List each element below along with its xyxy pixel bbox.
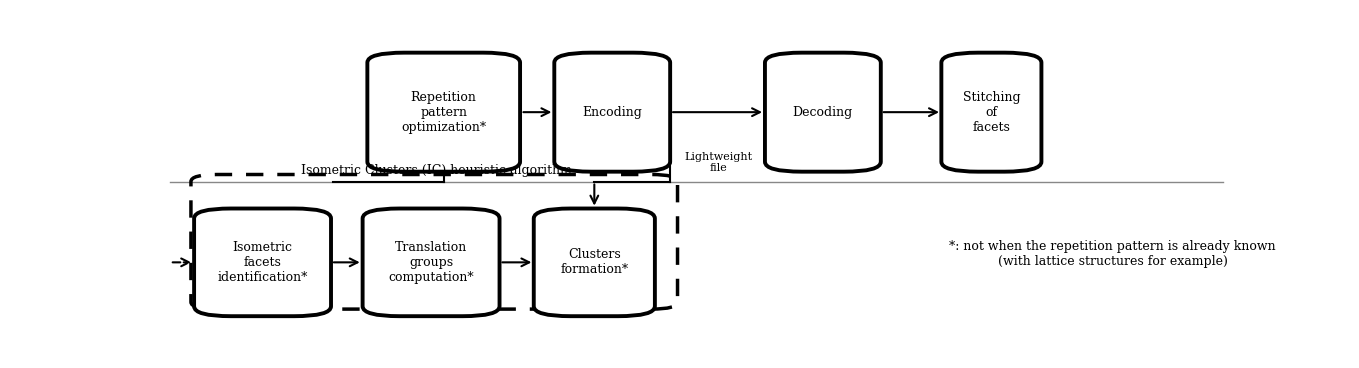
- Text: Isometric
facets
identification*: Isometric facets identification*: [217, 241, 307, 284]
- FancyBboxPatch shape: [554, 53, 670, 172]
- FancyBboxPatch shape: [194, 209, 332, 316]
- Text: Lightweight
file: Lightweight file: [685, 152, 753, 173]
- FancyBboxPatch shape: [942, 53, 1041, 172]
- Text: Repetition
pattern
optimization*: Repetition pattern optimization*: [401, 91, 487, 134]
- FancyBboxPatch shape: [534, 209, 655, 316]
- Text: Clusters
formation*: Clusters formation*: [560, 248, 628, 276]
- Text: Decoding: Decoding: [792, 106, 853, 118]
- Text: *: not when the repetition pattern is already known
(with lattice structures for: *: not when the repetition pattern is al…: [949, 240, 1276, 268]
- Text: Stitching
of
facets: Stitching of facets: [962, 91, 1021, 134]
- FancyBboxPatch shape: [765, 53, 881, 172]
- FancyBboxPatch shape: [363, 209, 500, 316]
- Text: Translation
groups
computation*: Translation groups computation*: [389, 241, 474, 284]
- Text: Isometric Clusters (IC) heuristic algorithm: Isometric Clusters (IC) heuristic algori…: [300, 164, 572, 177]
- Text: Encoding: Encoding: [582, 106, 643, 118]
- FancyBboxPatch shape: [367, 53, 520, 172]
